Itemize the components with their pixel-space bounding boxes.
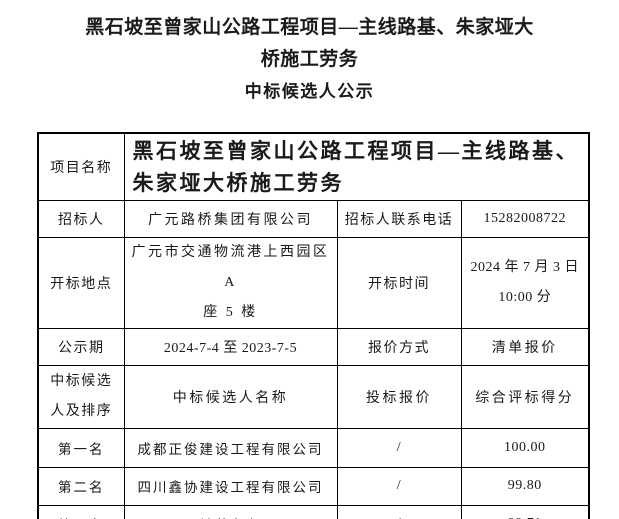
page-title: 黑石坡至曾家山公路工程项目—主线路基、朱家垭大 桥施工劳务 中标候选人公示: [0, 0, 619, 108]
title-line-1: 黑石坡至曾家山公路工程项目—主线路基、朱家垭大: [85, 17, 534, 38]
open-venue-line-2: 座 5 楼: [203, 304, 258, 320]
project-name-value: 黑石坡至曾家山公路工程项目—主线路基、朱家垭大桥施工劳务: [123, 132, 590, 201]
candidate-rank-header-line-2: 人及排序: [50, 403, 113, 419]
title-line-3: 中标候选人公示: [244, 82, 375, 101]
open-venue-label: 开标地点: [37, 236, 125, 329]
bid-price-header: 投标报价: [336, 364, 462, 429]
candidate-row-3: 第三名 四川君铁劳务有限公司 / 99.71: [37, 504, 590, 519]
publicity-period-label: 公示期: [37, 327, 125, 366]
open-venue-value: 广元市交通物流港上西园区 A 座 5 楼: [123, 236, 338, 329]
table-row-venue: 开标地点 广元市交通物流港上西园区 A 座 5 楼 开标时间 2024 年 7 …: [37, 236, 590, 329]
table-row-publicity: 公示期 2024-7-4 至 2023-7-5 报价方式 清单报价: [37, 327, 590, 366]
table-row-project: 项目名称 黑石坡至曾家山公路工程项目—主线路基、朱家垭大桥施工劳务: [37, 132, 590, 201]
open-time-line-1: 2024 年 7 月 3 日: [470, 259, 580, 275]
score-header: 综合评标得分: [460, 364, 590, 429]
open-time-line-2: 10:00 分: [498, 289, 552, 305]
publicity-period-value: 2024-7-4 至 2023-7-5: [123, 327, 338, 366]
open-time-label: 开标时间: [336, 236, 462, 329]
project-name-label: 项目名称: [37, 132, 125, 201]
bid-price-cell: /: [336, 466, 462, 506]
table-row-candidate-header: 中标候选 人及排序 中标候选人名称 投标报价 综合评标得分: [37, 364, 590, 429]
open-time-value: 2024 年 7 月 3 日 10:00 分: [460, 236, 590, 329]
bid-price-cell: /: [336, 427, 462, 468]
bidder-label: 招标人: [37, 199, 125, 238]
candidate-name-cell: 四川鑫协建设工程有限公司: [123, 466, 338, 506]
table-row-bidder: 招标人 广元路桥集团有限公司 招标人联系电话 15282008722: [37, 199, 590, 238]
score-cell: 99.71: [460, 504, 590, 519]
rank-cell: 第二名: [37, 466, 125, 506]
rank-cell: 第三名: [37, 504, 125, 519]
title-line-2: 桥施工劳务: [260, 49, 359, 70]
candidate-name-header: 中标候选人名称: [123, 364, 338, 429]
quote-method-value: 清单报价: [460, 327, 590, 366]
bidder-phone-value: 15282008722: [460, 199, 590, 238]
score-cell: 100.00: [460, 427, 590, 468]
bidder-phone-label: 招标人联系电话: [336, 199, 462, 238]
quote-method-label: 报价方式: [336, 327, 462, 366]
bid-price-cell: /: [336, 504, 462, 519]
candidate-row-1: 第一名 成都正俊建设工程有限公司 / 100.00: [37, 427, 590, 468]
rank-cell: 第一名: [37, 427, 125, 468]
open-venue-line-1: 广元市交通物流港上西园区 A: [131, 244, 330, 290]
bid-announcement-table: 项目名称 黑石坡至曾家山公路工程项目—主线路基、朱家垭大桥施工劳务 招标人 广元…: [37, 132, 591, 519]
candidate-rank-header: 中标候选 人及排序: [37, 364, 125, 429]
candidate-rank-header-line-1: 中标候选: [50, 373, 113, 389]
candidate-name-cell: 四川君铁劳务有限公司: [123, 504, 338, 519]
candidate-row-2: 第二名 四川鑫协建设工程有限公司 / 99.80: [37, 466, 590, 506]
bidder-name: 广元路桥集团有限公司: [123, 199, 338, 238]
candidate-name-cell: 成都正俊建设工程有限公司: [123, 427, 338, 468]
score-cell: 99.80: [460, 466, 590, 506]
